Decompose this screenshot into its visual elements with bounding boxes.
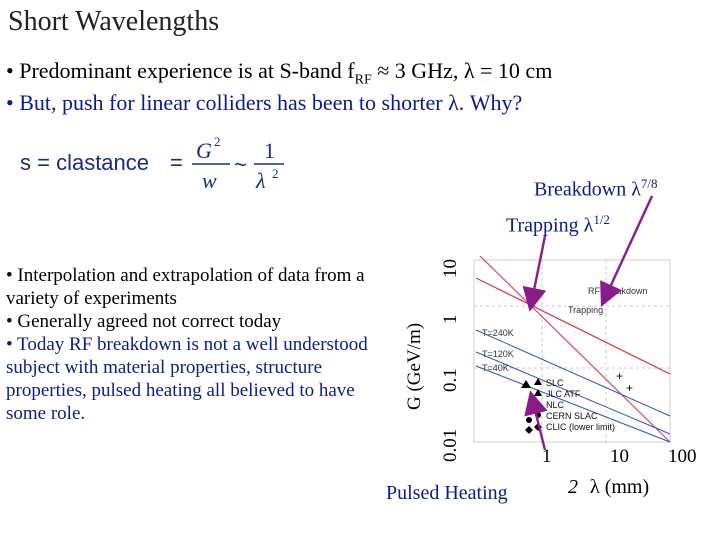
pulsed-heating-arrow <box>524 390 548 451</box>
bullet-s-band: • Predominant experience is at S-band fR… <box>6 58 552 88</box>
x-axis-label: 2 λ (mm) <box>568 476 649 499</box>
rf-breakdown-line <box>475 277 671 375</box>
formula-num2: 1 <box>264 138 275 163</box>
marker-slc <box>521 380 531 388</box>
trapping-annotation: Trapping λ1/2 <box>506 212 610 238</box>
formula-approx: ~ <box>234 152 247 177</box>
x-tick-1: 1 <box>542 446 552 467</box>
trapping-arrow <box>522 235 547 312</box>
trapping-exponent: 1/2 <box>593 212 610 227</box>
legend-nlc: NLC <box>546 400 565 410</box>
note-interpolation: • Interpolation and extrapolation of dat… <box>6 265 365 309</box>
trapping-text: Trapping λ <box>506 214 594 237</box>
slide-title: Short Wavelengths <box>8 6 220 37</box>
t240-line <box>475 329 671 417</box>
legend-clic: CLIC (lower limit) <box>546 422 615 432</box>
legend-cern-slac: CERN SLAC <box>546 411 598 421</box>
bullet-s-band-rest: ≈ 3 GHz, λ = 10 cm <box>371 58 553 83</box>
formula-num1: G <box>196 138 212 163</box>
t120-label: T=120K <box>482 349 514 359</box>
formula-den2: λ <box>255 168 266 193</box>
marker-plus-2: + <box>626 381 633 395</box>
formula-den2-exp: 2 <box>272 166 279 181</box>
breakdown-annotation: Breakdown λ7/8 <box>534 176 658 202</box>
t120-line <box>475 351 671 435</box>
bullet-shorter-lambda: • But, push for linear colliders has bee… <box>6 90 523 115</box>
formula-num1-exp: 2 <box>214 134 221 149</box>
legend-jlc: JLC ATF <box>546 389 581 399</box>
breakdown-text: Breakdown λ <box>534 178 641 201</box>
trapping-label: Trapping <box>568 305 603 315</box>
marker-cern <box>526 417 532 423</box>
legend-slc: SLC <box>546 378 564 388</box>
bullet-rf-subscript: RF <box>354 72 372 88</box>
formula-den1: w <box>202 168 217 193</box>
gradient-plot: RF Breakdown Trapping T=240K T=120K T=40… <box>473 256 671 443</box>
x-tick-10: 10 <box>610 446 629 467</box>
formula-eq: = <box>170 150 183 175</box>
marker-plus-1: + <box>616 369 623 383</box>
notes-block: • Interpolation and extrapolation of dat… <box>6 264 396 425</box>
pulsed-heating-label: Pulsed Heating <box>386 482 508 504</box>
clastance-formula: s = clastance = G 2 w ~ 1 λ 2 <box>18 132 286 194</box>
breakdown-exponent: 7/8 <box>640 176 658 191</box>
t240-label: T=240K <box>482 328 514 338</box>
t40-line <box>475 365 671 443</box>
x-tick-100: 100 <box>668 446 697 467</box>
plot-frame <box>473 259 671 443</box>
note-not-correct: • Generally agreed not correct today <box>6 311 282 332</box>
note-rf-breakdown: • Today RF breakdown is not a well under… <box>6 334 368 424</box>
t40-label: T=40K <box>482 363 509 373</box>
breakdown-arrow <box>600 195 654 307</box>
trapping-line <box>479 256 671 443</box>
formula-lhs: s = clastance <box>20 150 149 175</box>
marker-clic <box>525 426 533 434</box>
x-axis-label-text: λ (mm) <box>590 476 650 498</box>
bullet-s-band-text: • Predominant experience is at S-band f <box>6 58 355 83</box>
x-axis-label-prefix: 2 <box>568 476 578 498</box>
